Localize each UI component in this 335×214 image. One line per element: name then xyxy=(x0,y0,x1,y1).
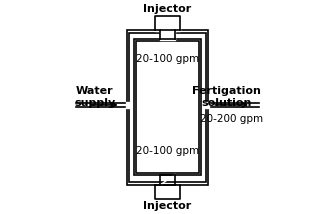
Bar xyxy=(136,41,199,173)
Bar xyxy=(127,30,208,185)
Polygon shape xyxy=(205,102,209,107)
Text: Water
supply: Water supply xyxy=(74,86,115,108)
Bar xyxy=(129,33,206,182)
Polygon shape xyxy=(126,102,130,107)
Bar xyxy=(134,39,201,175)
Text: 20-100 gpm: 20-100 gpm xyxy=(136,146,199,156)
Text: Injector: Injector xyxy=(143,201,192,211)
Polygon shape xyxy=(159,29,176,40)
Polygon shape xyxy=(159,174,176,186)
Text: Fertigation
solution: Fertigation solution xyxy=(192,86,261,108)
Text: 20-100 gpm: 20-100 gpm xyxy=(136,54,199,64)
Text: Injector: Injector xyxy=(143,4,192,14)
Polygon shape xyxy=(154,16,181,31)
Polygon shape xyxy=(154,184,181,199)
Text: 20-200 gpm: 20-200 gpm xyxy=(200,114,263,124)
